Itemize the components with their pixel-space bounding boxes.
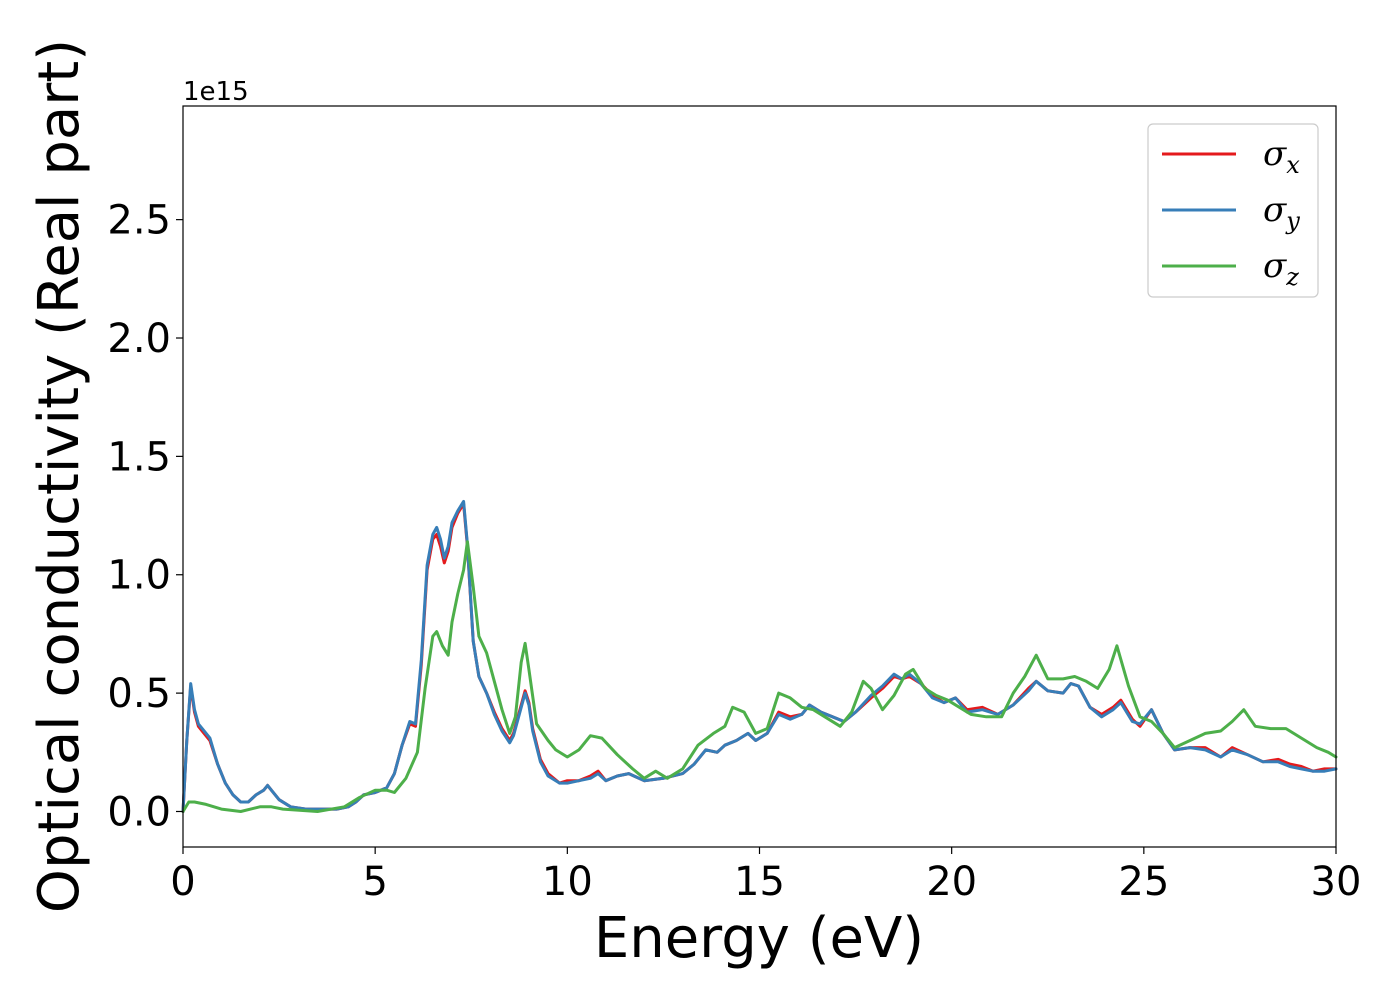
x-axis-label: Energy (eV) bbox=[594, 906, 924, 971]
legend-symbol: σ bbox=[1263, 190, 1287, 230]
y-tick-label: 1.5 bbox=[107, 434, 171, 480]
y-tick-label: 2.0 bbox=[107, 316, 171, 362]
legend-label-x: σx bbox=[1263, 134, 1300, 179]
x-tick-label: 5 bbox=[362, 859, 387, 905]
x-tick-label: 25 bbox=[1118, 859, 1169, 905]
x-tick-label: 30 bbox=[1311, 859, 1362, 905]
legend-label-z: σz bbox=[1263, 246, 1299, 291]
y-axis-ticks: 0.0 0.5 1.0 1.5 2.0 2.5 bbox=[107, 198, 183, 835]
x-tick-label: 10 bbox=[542, 859, 593, 905]
x-tick-label: 15 bbox=[734, 859, 785, 905]
plot-lines bbox=[181, 499, 1338, 813]
series-line-y bbox=[181, 499, 1338, 813]
y-axis-label: Optical conductivity (Real part) bbox=[27, 39, 92, 913]
legend-subscript: z bbox=[1285, 263, 1299, 291]
legend-label-y: σy bbox=[1263, 190, 1300, 235]
legend-symbol: σ bbox=[1263, 246, 1287, 286]
legend-subscript: x bbox=[1286, 151, 1300, 179]
y-tick-label: 0.0 bbox=[107, 789, 171, 835]
x-tick-label: 0 bbox=[170, 859, 195, 905]
legend-subscript: y bbox=[1285, 207, 1300, 235]
y-tick-label: 1.0 bbox=[107, 553, 171, 599]
y-tick-label: 0.5 bbox=[107, 671, 171, 717]
series-line-x bbox=[181, 502, 1338, 813]
series-line-z bbox=[181, 540, 1338, 813]
x-tick-label: 20 bbox=[926, 859, 977, 905]
y-offset-label: 1e15 bbox=[183, 77, 249, 107]
x-axis-ticks: 0 5 10 15 20 25 30 bbox=[170, 847, 1361, 905]
y-tick-label: 2.5 bbox=[107, 198, 171, 244]
legend-symbol: σ bbox=[1263, 134, 1287, 174]
